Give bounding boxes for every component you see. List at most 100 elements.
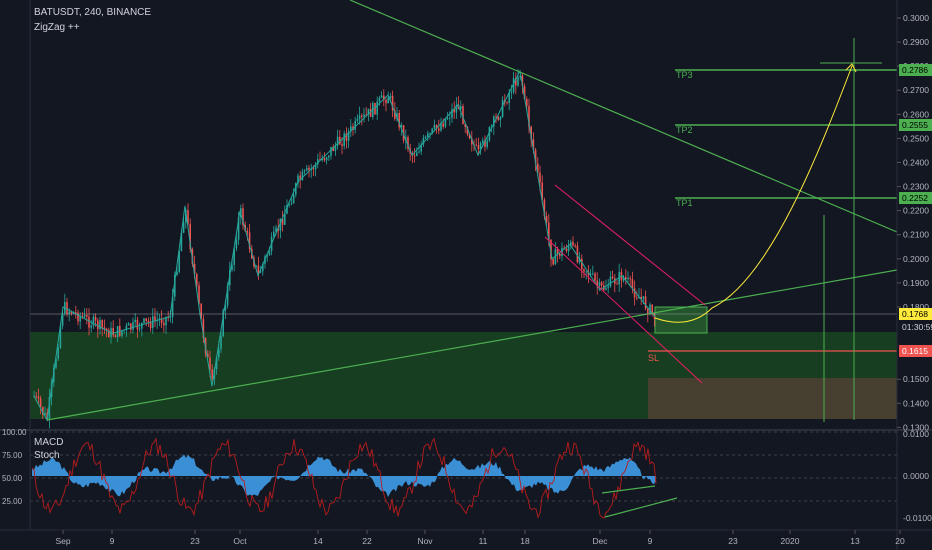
candle-body bbox=[108, 330, 110, 338]
candle-body bbox=[182, 222, 185, 233]
candle-body bbox=[493, 116, 495, 127]
candle-body bbox=[451, 109, 453, 118]
candle-body bbox=[548, 222, 550, 240]
price-tick-label: 0.1500 bbox=[903, 374, 929, 384]
candle-body bbox=[266, 255, 268, 257]
candle-body bbox=[501, 99, 504, 117]
candle-body bbox=[431, 128, 433, 134]
stoch-tick-label: 100.00 bbox=[2, 428, 27, 437]
candle-body bbox=[477, 145, 480, 150]
price-box-text-tp: 0.2252 bbox=[902, 193, 928, 203]
candle-body bbox=[574, 245, 576, 247]
downtrend-resistance bbox=[349, 0, 898, 233]
candle-body bbox=[385, 99, 387, 104]
candle-body bbox=[394, 110, 396, 119]
candle-body bbox=[636, 297, 638, 299]
candle-body bbox=[611, 276, 614, 279]
candle-body bbox=[471, 138, 473, 145]
price-tick-label: 0.2000 bbox=[903, 254, 929, 264]
candle-body bbox=[70, 311, 73, 314]
time-tick-label: 9 bbox=[110, 536, 115, 546]
candle-body bbox=[154, 316, 156, 321]
candle-body bbox=[48, 396, 51, 420]
candle-body bbox=[143, 318, 145, 323]
candle-body bbox=[512, 78, 515, 92]
candle-body bbox=[427, 133, 429, 137]
candle-body bbox=[94, 316, 97, 321]
target-label-tp1: TP1 bbox=[676, 198, 693, 208]
time-tick-label: 2020 bbox=[781, 536, 800, 546]
stoch-line bbox=[31, 437, 657, 519]
candle-body bbox=[433, 124, 436, 129]
candle-body bbox=[515, 78, 517, 86]
candle-body bbox=[600, 282, 603, 286]
price-tick-label: 0.2400 bbox=[903, 157, 929, 167]
price-tick-label: 0.2300 bbox=[903, 182, 929, 192]
candle-body bbox=[354, 120, 356, 131]
candle-body bbox=[576, 245, 579, 263]
candle-body bbox=[343, 133, 345, 146]
candle-body bbox=[314, 164, 317, 170]
time-tick-label: 9 bbox=[648, 536, 653, 546]
divergence-line-1 bbox=[601, 485, 656, 494]
candle-body bbox=[378, 98, 381, 102]
price-tick-label: 0.1900 bbox=[903, 278, 929, 288]
candle-body bbox=[534, 149, 537, 164]
time-tick-label: 18 bbox=[520, 536, 530, 546]
candle-body bbox=[389, 95, 392, 98]
candle-body bbox=[325, 157, 328, 161]
candle-body bbox=[486, 140, 488, 147]
candle-body bbox=[88, 316, 90, 328]
price-box-tp bbox=[899, 119, 932, 131]
candle-body bbox=[332, 146, 334, 151]
candle-body bbox=[649, 304, 651, 315]
candle-body bbox=[165, 316, 167, 326]
candle-body bbox=[517, 77, 519, 86]
candle-body bbox=[61, 313, 64, 327]
candle-body bbox=[453, 109, 455, 113]
candle-body bbox=[622, 277, 625, 281]
candle-body bbox=[196, 274, 198, 286]
time-tick-label: 23 bbox=[190, 536, 200, 546]
stoch-tick-label: 25.00 bbox=[2, 497, 23, 506]
candle-body bbox=[616, 283, 618, 285]
candle-body bbox=[163, 323, 165, 326]
price-tick-label: 0.1800 bbox=[903, 302, 929, 312]
candle-body bbox=[323, 158, 326, 161]
candle-body bbox=[589, 273, 592, 275]
candle-body bbox=[537, 163, 539, 173]
candle-body bbox=[334, 145, 337, 151]
candle-body bbox=[400, 125, 403, 128]
candle-body bbox=[306, 167, 308, 171]
candle-body bbox=[279, 218, 282, 231]
candle-body bbox=[231, 264, 233, 270]
candle-body bbox=[141, 322, 143, 329]
candle-body bbox=[398, 113, 400, 128]
candle-body bbox=[429, 133, 431, 135]
stoch-tick-label: 75.00 bbox=[2, 451, 23, 460]
candle-body bbox=[422, 137, 425, 145]
time-tick-label: 23 bbox=[728, 536, 738, 546]
candle-body bbox=[180, 232, 183, 252]
candle-body bbox=[92, 316, 95, 326]
time-tick-label: Nov bbox=[417, 536, 433, 546]
candle-body bbox=[539, 172, 541, 183]
candle-body bbox=[380, 95, 383, 99]
candle-body bbox=[530, 126, 532, 140]
candle-body bbox=[407, 137, 409, 149]
candle-body bbox=[215, 357, 218, 370]
indicator-label: ZigZag ++ bbox=[34, 22, 80, 33]
time-tick-label: 20 bbox=[895, 536, 905, 546]
overlays bbox=[30, 0, 898, 422]
candle-body bbox=[567, 246, 570, 251]
candle-body bbox=[475, 144, 477, 146]
candle-body bbox=[519, 75, 521, 78]
time-tick-label: Oct bbox=[233, 536, 247, 546]
candle-body bbox=[552, 258, 554, 265]
candle-body bbox=[242, 208, 244, 225]
macd-label: MACD bbox=[34, 437, 64, 448]
price-box-tp bbox=[899, 64, 932, 76]
candle-body bbox=[321, 158, 323, 160]
candle-body bbox=[299, 175, 301, 181]
